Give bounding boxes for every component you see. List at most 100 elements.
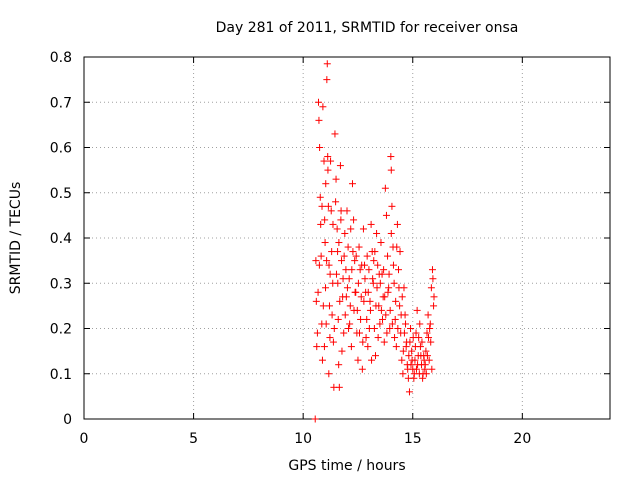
data-point <box>324 202 332 210</box>
data-point <box>383 329 391 337</box>
data-point <box>408 356 416 364</box>
data-point <box>333 225 341 233</box>
data-point <box>335 239 343 247</box>
data-point <box>314 288 322 296</box>
data-point <box>381 293 389 301</box>
y-axis-title: SRMTID / TECUs <box>8 182 24 295</box>
data-point <box>343 284 351 292</box>
data-point <box>374 261 382 269</box>
y-tick-label: 0.2 <box>50 322 72 338</box>
data-point <box>344 243 352 251</box>
data-point <box>327 207 335 215</box>
data-point <box>428 266 436 274</box>
data-point <box>363 315 371 323</box>
data-point <box>377 306 385 314</box>
data-point <box>418 338 426 346</box>
data-point <box>382 211 390 219</box>
data-point <box>324 166 332 174</box>
data-point <box>354 356 362 364</box>
data-point <box>380 338 388 346</box>
data-point <box>402 320 410 328</box>
data-point <box>341 311 349 319</box>
y-tick-label: 0.4 <box>50 231 72 247</box>
data-point <box>318 356 326 364</box>
data-point <box>372 302 380 310</box>
data-point <box>318 202 326 210</box>
data-point <box>386 306 394 314</box>
x-tick-label: 10 <box>294 431 312 447</box>
data-point <box>394 325 402 332</box>
data-point <box>408 347 416 355</box>
x-axis-title: GPS time / hours <box>288 458 405 474</box>
data-point <box>346 302 354 310</box>
data-point <box>336 162 344 170</box>
data-point <box>338 257 346 265</box>
data-point <box>336 297 344 305</box>
data-point <box>425 334 433 342</box>
data-point <box>419 370 427 378</box>
data-point <box>392 297 400 305</box>
data-point <box>375 270 383 278</box>
data-point <box>399 370 407 378</box>
data-point <box>421 361 429 369</box>
data-point <box>380 266 388 274</box>
data-point <box>359 338 367 346</box>
data-point <box>377 239 385 247</box>
data-point <box>430 293 438 301</box>
x-tick-label: 5 <box>189 431 198 447</box>
data-point <box>338 347 346 355</box>
data-point <box>340 252 348 260</box>
data-point <box>361 275 369 283</box>
data-point <box>316 144 324 151</box>
data-point <box>358 365 366 373</box>
data-point <box>329 338 337 346</box>
data-point <box>369 279 377 287</box>
data-point <box>315 116 323 124</box>
data-point <box>332 270 340 278</box>
data-point <box>411 343 419 351</box>
data-point <box>365 266 373 274</box>
chart-title: Day 281 of 2011, SRMTID for receiver ons… <box>216 20 519 36</box>
data-point <box>413 306 421 314</box>
data-point <box>332 175 340 183</box>
data-point <box>385 284 393 292</box>
data-point <box>354 279 362 287</box>
data-point <box>317 220 325 228</box>
data-point <box>393 220 401 228</box>
data-point <box>423 329 431 337</box>
data-point <box>367 220 375 228</box>
data-point <box>412 365 420 373</box>
data-point <box>388 320 396 328</box>
data-point <box>395 266 403 274</box>
data-point <box>430 302 438 310</box>
data-point <box>357 315 365 323</box>
data-point <box>423 352 431 360</box>
data-point <box>391 315 399 323</box>
data-point <box>391 334 399 342</box>
grid-lines <box>84 57 610 419</box>
data-point <box>368 356 376 364</box>
data-point <box>407 325 415 332</box>
data-point <box>399 347 407 355</box>
data-point <box>358 261 366 269</box>
data-point <box>355 243 363 251</box>
data-point <box>346 320 354 328</box>
data-point <box>373 284 381 292</box>
data-point <box>398 293 406 301</box>
data-point <box>325 261 333 269</box>
data-point <box>400 329 408 337</box>
data-point <box>371 248 379 256</box>
data-point <box>345 275 353 283</box>
data-point <box>334 248 342 256</box>
data-point <box>398 356 406 364</box>
data-point <box>347 225 355 233</box>
data-point <box>319 302 327 310</box>
data-point <box>340 329 348 337</box>
data-point <box>325 370 333 378</box>
data-point <box>330 325 338 332</box>
data-point <box>364 288 372 296</box>
data-point <box>326 334 334 342</box>
data-point <box>313 329 321 337</box>
data-point <box>405 352 413 360</box>
data-point <box>364 343 372 351</box>
